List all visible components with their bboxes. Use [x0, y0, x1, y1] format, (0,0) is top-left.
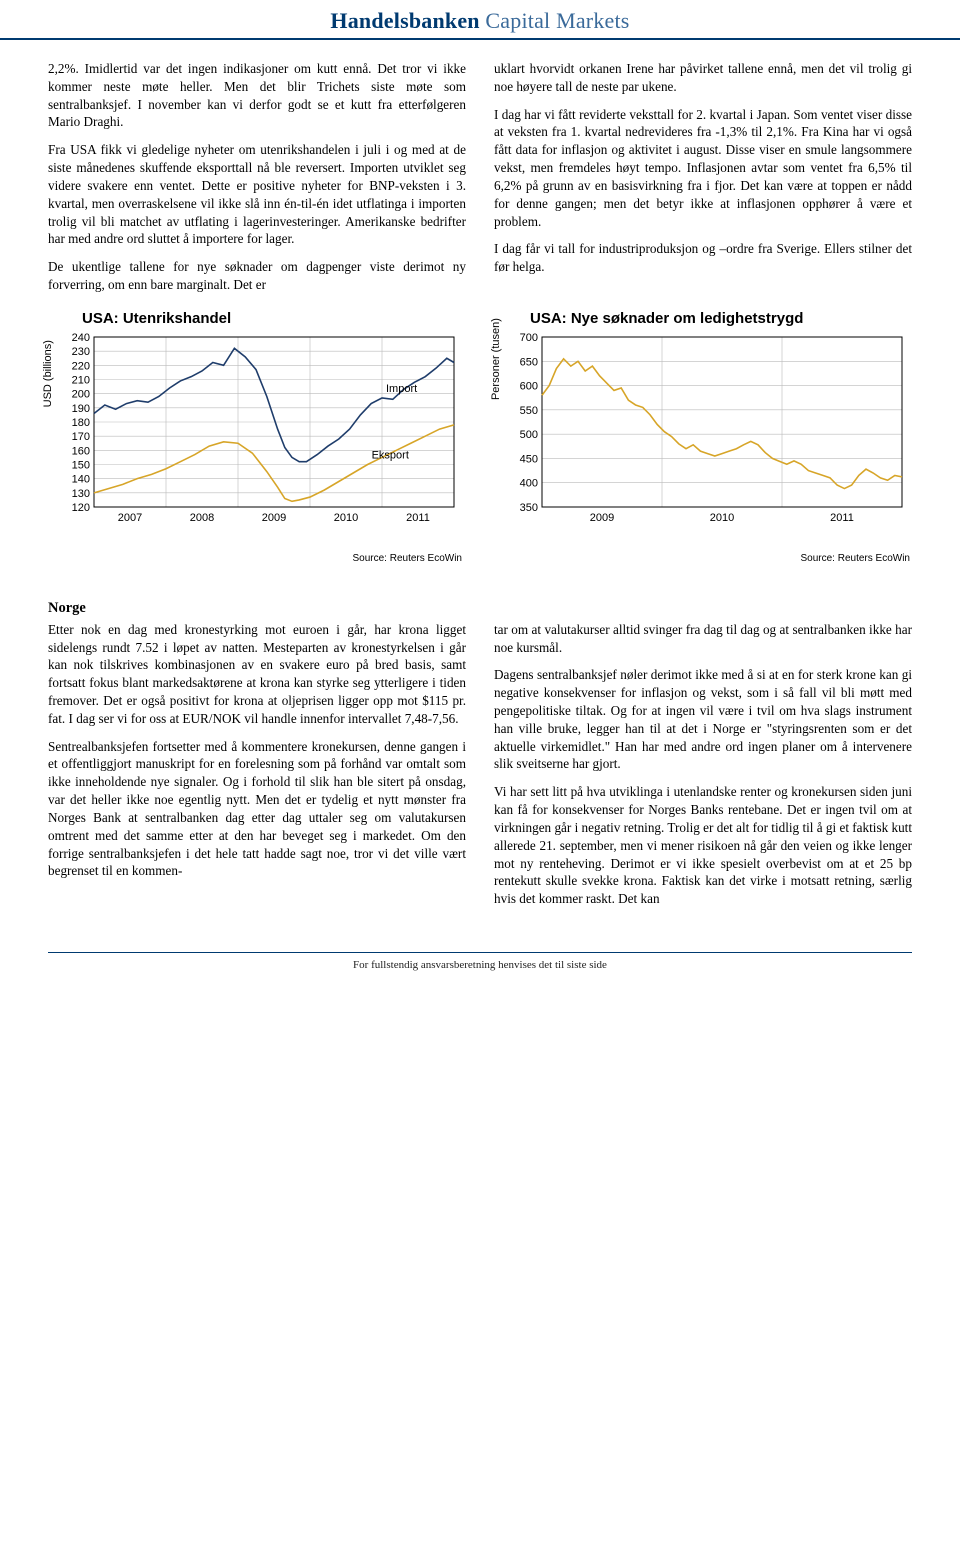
para: Etter nok en dag med kronestyrking mot e… — [48, 621, 466, 728]
header-bar: Handelsbanken Capital Markets — [0, 0, 960, 40]
chart-frame: USD (billions) 1201301401501601701801902… — [48, 331, 468, 551]
para: Vi har sett litt på hva utviklinga i ute… — [494, 783, 912, 908]
para: Sentrealbanksjefen fortsetter med å komm… — [48, 738, 466, 881]
svg-text:2009: 2009 — [590, 512, 614, 524]
svg-text:2010: 2010 — [710, 512, 734, 524]
chart-svg: 350 400 450 500 550 600 650 700 2009 2010 2011 — [496, 331, 916, 531]
chart-title: USA: Utenrikshandel — [48, 310, 468, 327]
svg-text:350: 350 — [520, 502, 538, 514]
section-heading: Norge — [48, 600, 912, 617]
svg-text:140: 140 — [72, 473, 90, 485]
para: uklart hvorvidt orkanen Irene har påvirk… — [494, 60, 912, 96]
para: Dagens sentralbanksjef nøler derimot ikk… — [494, 666, 912, 773]
svg-text:400: 400 — [520, 477, 538, 489]
y-axis-label: USD (billions) — [42, 340, 54, 407]
svg-text:Import: Import — [386, 383, 417, 395]
para: I dag har vi fått reviderte veksttall fo… — [494, 106, 912, 231]
norge-col-left: Etter nok en dag med kronestyrking mot e… — [48, 621, 466, 918]
para: De ukentlige tallene for nye søknader om… — [48, 258, 466, 294]
chart-svg: 120 130 140 150 160 170 180 190 200 210 220 230 240 2… — [48, 331, 468, 531]
svg-text:2011: 2011 — [406, 512, 430, 524]
chart-utenrikshandel: USA: Utenrikshandel USD (billions) 12013… — [48, 310, 468, 564]
para: I dag får vi tall for industriproduksjon… — [494, 240, 912, 276]
svg-text:Eksport: Eksport — [372, 449, 409, 461]
svg-text:2010: 2010 — [334, 512, 358, 524]
svg-text:240: 240 — [72, 332, 90, 344]
svg-text:2009: 2009 — [262, 512, 286, 524]
svg-text:700: 700 — [520, 332, 538, 344]
svg-text:450: 450 — [520, 453, 538, 465]
svg-text:2011: 2011 — [830, 512, 854, 524]
col-left: 2,2%. Imidlertid var det ingen indikasjo… — [48, 60, 466, 304]
svg-text:150: 150 — [72, 459, 90, 471]
top-columns: 2,2%. Imidlertid var det ingen indikasjo… — [48, 60, 912, 304]
chart-title: USA: Nye søknader om ledighetstrygd — [496, 310, 916, 327]
svg-text:500: 500 — [520, 429, 538, 441]
svg-text:170: 170 — [72, 431, 90, 443]
brand-light: Capital Markets — [480, 8, 630, 33]
para: tar om at valutakurser alltid svinger fr… — [494, 621, 912, 657]
norge-columns: Etter nok en dag med kronestyrking mot e… — [48, 621, 912, 918]
svg-text:210: 210 — [72, 374, 90, 386]
svg-text:550: 550 — [520, 405, 538, 417]
para: 2,2%. Imidlertid var det ingen indikasjo… — [48, 60, 466, 131]
svg-text:200: 200 — [72, 388, 90, 400]
chart-source: Source: Reuters EcoWin — [48, 553, 468, 564]
svg-text:120: 120 — [72, 502, 90, 514]
chart-source: Source: Reuters EcoWin — [496, 553, 916, 564]
col-right: uklart hvorvidt orkanen Irene har påvirk… — [494, 60, 912, 304]
svg-text:2008: 2008 — [190, 512, 214, 524]
brand: Handelsbanken Capital Markets — [330, 8, 629, 33]
svg-text:2007: 2007 — [118, 512, 142, 524]
chart-frame: Personer (tusen) 35040045050055060065070… — [496, 331, 916, 551]
svg-text:600: 600 — [520, 380, 538, 392]
norge-section: Norge Etter nok en dag med kronestyrking… — [48, 600, 912, 918]
charts-row: USA: Utenrikshandel USD (billions) 12013… — [48, 310, 912, 564]
svg-text:180: 180 — [72, 417, 90, 429]
svg-text:220: 220 — [72, 360, 90, 372]
svg-text:650: 650 — [520, 356, 538, 368]
norge-col-right: tar om at valutakurser alltid svinger fr… — [494, 621, 912, 918]
svg-text:160: 160 — [72, 445, 90, 457]
svg-text:190: 190 — [72, 403, 90, 415]
chart-ledighetstrygd: USA: Nye søknader om ledighetstrygd Pers… — [496, 310, 916, 564]
svg-text:130: 130 — [72, 488, 90, 500]
para: Fra USA fikk vi gledelige nyheter om ute… — [48, 141, 466, 248]
svg-text:230: 230 — [72, 346, 90, 358]
y-axis-label: Personer (tusen) — [490, 318, 502, 400]
footer: For fullstendig ansvarsberetning henvise… — [48, 952, 912, 971]
brand-bold: Handelsbanken — [330, 8, 479, 33]
page-content: 2,2%. Imidlertid var det ingen indikasjo… — [0, 60, 960, 1011]
